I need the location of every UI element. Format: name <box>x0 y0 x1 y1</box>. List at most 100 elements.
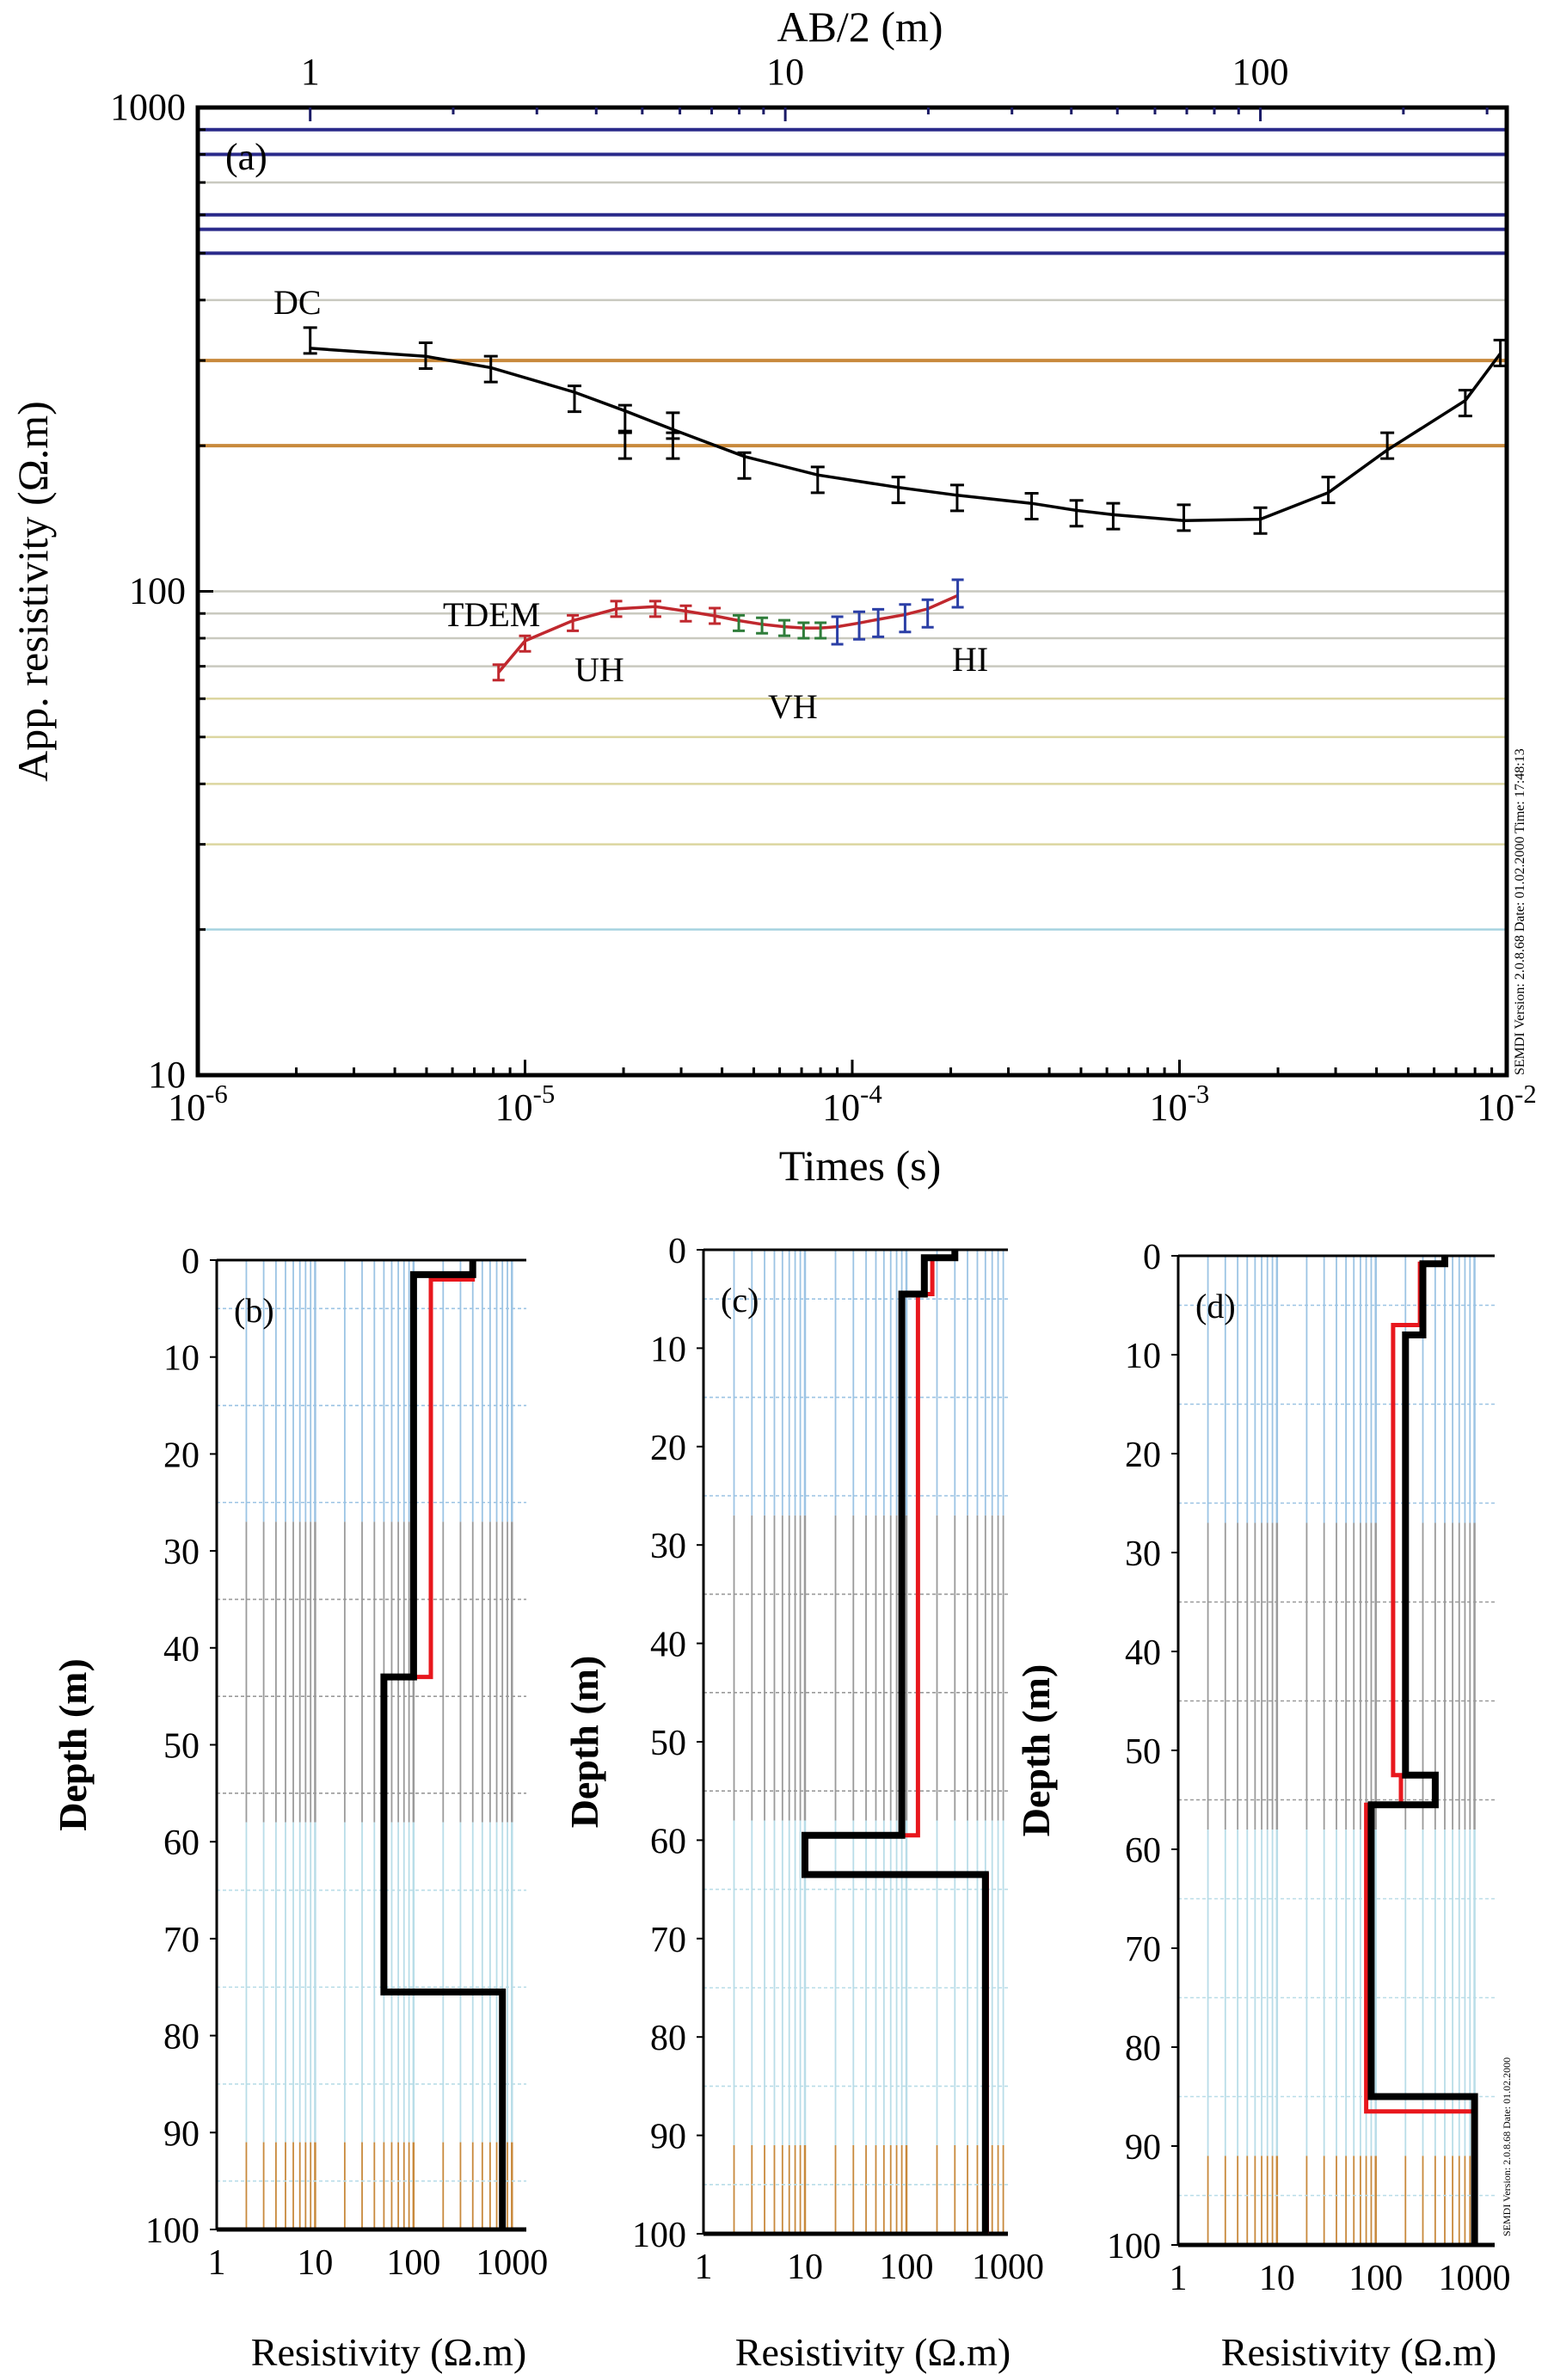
panel-label: (d) <box>1195 1287 1236 1325</box>
y-axis-title: Depth (m) <box>1014 1664 1058 1837</box>
dc-data-point <box>568 384 582 414</box>
dc-data-point <box>1321 476 1336 505</box>
dc-data-point <box>1069 499 1084 528</box>
y-tick-label: 0 <box>668 1232 686 1271</box>
y-tick-label: 70 <box>163 1921 200 1960</box>
panel-label: (a) <box>225 136 267 178</box>
x-tick-label: 10 <box>297 2243 333 2283</box>
x-axis-title: Times (s) <box>779 1141 941 1190</box>
hi-data-point <box>899 603 912 634</box>
y-tick-label: 10 <box>650 1330 686 1369</box>
y-tick-label: 40 <box>163 1630 200 1670</box>
y-tick-label: 50 <box>163 1727 200 1767</box>
dc-data-point <box>1493 338 1508 367</box>
annotation-uh: UH <box>574 650 624 689</box>
y-tick-label: 1000 <box>110 86 186 128</box>
dc-layer-model <box>802 1250 989 2234</box>
dc-layer-model <box>380 1260 507 2229</box>
x2-axis-title: AB/2 (m) <box>777 3 943 51</box>
x-tick-label: 1000 <box>476 2243 548 2283</box>
x-tick-label: 100 <box>880 2248 934 2287</box>
dc-data-point <box>418 341 433 370</box>
y-axis-title: App. resistivity (Ω.m) <box>9 401 57 782</box>
y-tick-label: 80 <box>650 2019 686 2058</box>
x-tick-label: 10-2 <box>1477 1079 1537 1129</box>
y-tick-label: 0 <box>181 1242 200 1282</box>
panel-a-sounding-curve: 10-6 10-5 10-4 10-3 10-2 1 10 100 10 100 1000 Times… <box>9 3 1537 1190</box>
uh-data-point <box>492 663 505 682</box>
x-tick-label: 1000 <box>1439 2259 1511 2298</box>
dc-data-point <box>617 431 632 460</box>
y-tick-label: 40 <box>1125 1633 1161 1673</box>
x-tick-label: 1 <box>208 2243 226 2283</box>
y-tick-label: 100 <box>1107 2227 1161 2266</box>
x2-tick-label: 100 <box>1232 51 1289 93</box>
uh-data-point <box>709 606 722 625</box>
x-tick-label: 10-3 <box>1150 1079 1210 1129</box>
uh-data-point <box>567 613 580 632</box>
y-tick-label: 100 <box>632 2216 686 2255</box>
y-tick-label: 0 <box>1143 1238 1161 1277</box>
panel-label: (b) <box>234 1291 274 1330</box>
x2-tick-label: 10 <box>766 51 804 93</box>
dc-data-point <box>949 483 964 513</box>
y-tick-label: 90 <box>650 2118 686 2157</box>
dc-data-point <box>1176 503 1191 532</box>
x-axis-title: Resistivity (Ω.m) <box>251 2330 526 2374</box>
panel-label: (c) <box>721 1281 759 1319</box>
y-tick-label: 100 <box>145 2211 200 2251</box>
x-tick-label: 100 <box>386 2243 440 2283</box>
dc-data-point <box>1024 491 1039 520</box>
x-tick-label: 10-4 <box>822 1079 882 1129</box>
y-tick-label: 90 <box>1125 2128 1161 2168</box>
dc-data-point <box>1106 501 1121 531</box>
y-tick-label: 20 <box>1125 1436 1161 1475</box>
annotation-dc: DC <box>273 283 322 322</box>
hi-data-point <box>872 607 885 638</box>
annotation-vh: VH <box>768 687 818 726</box>
x-tick-label: 1 <box>695 2248 713 2287</box>
x2-tick-label: 1 <box>301 51 320 93</box>
uh-data-point <box>679 604 692 623</box>
x-tick-label: 10 <box>1259 2259 1295 2298</box>
dc-data-point <box>1380 431 1395 460</box>
x-tick-label: 1000 <box>972 2248 1044 2287</box>
dc-data-point <box>810 465 825 495</box>
annotation-hi: HI <box>952 640 988 679</box>
y-tick-label: 80 <box>1125 2029 1161 2069</box>
uh-data-point <box>610 600 623 618</box>
y-tick-label: 100 <box>129 570 186 612</box>
y-tick-label: 30 <box>1125 1534 1161 1574</box>
x-tick-label: 10-5 <box>495 1079 556 1129</box>
hi-data-point <box>831 615 844 646</box>
software-watermark: SEMDI Version: 2.0.8.68 Date: 01.02.2000… <box>1513 748 1527 1075</box>
y-axis-title: Depth (m) <box>51 1658 95 1831</box>
y-tick-label: 10 <box>163 1339 200 1379</box>
y-tick-label: 90 <box>163 2114 200 2154</box>
y-tick-label: 70 <box>650 1921 686 1960</box>
y-tick-label: 40 <box>650 1626 686 1665</box>
x-axis-title: Resistivity (Ω.m) <box>1221 2330 1496 2374</box>
y-tick-label: 30 <box>163 1533 200 1572</box>
vh-data-point <box>814 621 827 640</box>
x-tick-label: 10 <box>787 2248 823 2287</box>
hi-data-point <box>951 578 964 609</box>
hi-data-point <box>921 598 934 629</box>
uh-data-point <box>648 600 661 618</box>
dc-data-point <box>891 476 906 505</box>
dc-data-point <box>483 354 498 384</box>
vh-data-point <box>797 621 810 640</box>
dc-data-point <box>737 451 752 480</box>
y-tick-label: 10 <box>1125 1337 1161 1376</box>
y-tick-label: 80 <box>163 2018 200 2057</box>
dc-layer-model <box>1367 1256 1478 2245</box>
y-axis-title: Depth (m) <box>562 1656 606 1829</box>
y-tick-label: 50 <box>650 1724 686 1763</box>
vh-data-point <box>733 613 746 632</box>
annotation-tdem: TDEM <box>443 595 540 634</box>
y-tick-label: 60 <box>650 1822 686 1861</box>
